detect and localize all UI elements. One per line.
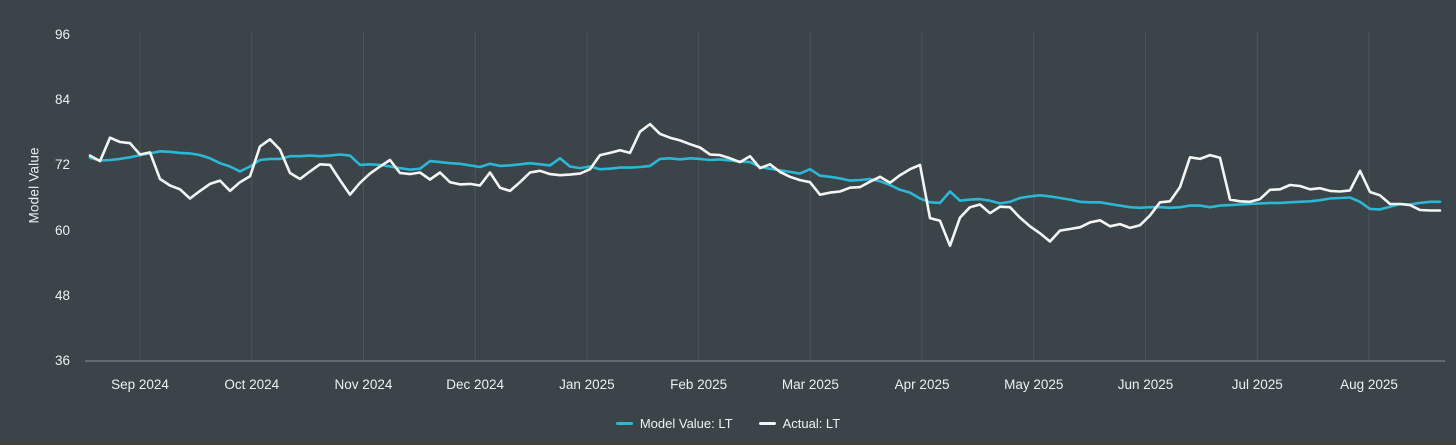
x-tick-label: Mar 2025 bbox=[781, 377, 839, 392]
x-tick-label: Dec 2024 bbox=[446, 377, 505, 392]
y-tick-label: 36 bbox=[54, 353, 70, 368]
y-tick-label: 60 bbox=[54, 222, 70, 238]
chart-legend: Model Value: LT Actual: LT bbox=[0, 416, 1456, 431]
x-tick-label: Oct 2024 bbox=[224, 377, 280, 392]
bottom-edge-strip bbox=[0, 442, 1456, 445]
x-tick-label: Jun 2025 bbox=[1117, 377, 1174, 392]
legend-label-model-value: Model Value: LT bbox=[639, 416, 733, 431]
x-tick-label: Aug 2025 bbox=[1340, 377, 1398, 392]
x-tick-label: Jul 2025 bbox=[1231, 377, 1283, 392]
model-value-line-series[interactable] bbox=[88, 150, 1442, 211]
legend-item-model-value[interactable]: Model Value: LT bbox=[615, 416, 733, 431]
x-tick-label: Jan 2025 bbox=[559, 377, 615, 392]
x-tick-label: Nov 2024 bbox=[334, 377, 393, 392]
y-tick-label: 48 bbox=[54, 287, 70, 303]
legend-item-actual[interactable]: Actual: LT bbox=[758, 416, 841, 431]
y-tick-label: 72 bbox=[54, 157, 70, 173]
x-tick-label: Feb 2025 bbox=[670, 377, 728, 392]
y-axis-title: Model Value bbox=[26, 147, 42, 224]
month-gridlines bbox=[139, 32, 1370, 361]
y-tick-label: 84 bbox=[54, 92, 70, 108]
x-tick-label: Sep 2024 bbox=[111, 377, 169, 392]
model-value-line-swatch bbox=[615, 422, 633, 425]
x-tick-label: May 2025 bbox=[1004, 377, 1064, 392]
actual-line-series[interactable] bbox=[88, 122, 1442, 248]
actual-line-swatch bbox=[758, 422, 776, 425]
legend-label-actual: Actual: LT bbox=[782, 416, 841, 431]
y-tick-label: 96 bbox=[54, 27, 70, 42]
x-tick-label: Apr 2025 bbox=[894, 377, 950, 392]
